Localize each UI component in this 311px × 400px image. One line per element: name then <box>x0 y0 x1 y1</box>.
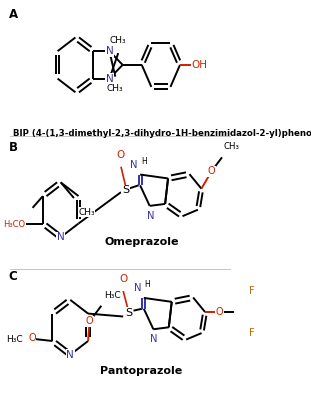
Text: B: B <box>8 141 17 154</box>
Text: OH: OH <box>192 60 208 70</box>
Text: N: N <box>130 160 138 170</box>
Text: N: N <box>134 283 142 293</box>
Text: N: N <box>147 211 154 221</box>
Text: N: N <box>57 232 65 242</box>
Text: H: H <box>145 280 150 289</box>
Text: S: S <box>126 308 133 318</box>
Text: N: N <box>66 350 74 360</box>
Text: F: F <box>249 286 255 296</box>
Text: H₃C: H₃C <box>6 219 22 228</box>
Text: F: F <box>249 328 255 338</box>
Text: S: S <box>122 185 129 195</box>
Text: N: N <box>105 46 113 56</box>
Text: H₃C: H₃C <box>104 291 121 300</box>
Text: CH₃: CH₃ <box>78 208 95 217</box>
Text: N: N <box>150 334 158 344</box>
Text: Pantoprazole: Pantoprazole <box>100 366 183 376</box>
Text: O: O <box>117 150 125 160</box>
Text: H₃CO: H₃CO <box>3 220 25 228</box>
Text: CH₃: CH₃ <box>107 84 123 94</box>
Text: A: A <box>8 8 18 21</box>
Text: O: O <box>208 166 216 176</box>
Text: Omeprazole: Omeprazole <box>104 237 179 247</box>
Text: BIP (4-(1,3-dimethyl-2,3-dihydro-1H-benzimidazol-2-yl)phenol): BIP (4-(1,3-dimethyl-2,3-dihydro-1H-benz… <box>13 128 311 138</box>
Text: C: C <box>8 270 17 284</box>
Text: H₃C: H₃C <box>7 334 23 344</box>
Text: O: O <box>28 333 36 343</box>
Text: CH₃: CH₃ <box>224 142 239 152</box>
Text: H: H <box>141 157 146 166</box>
Text: O: O <box>86 316 93 326</box>
Text: N: N <box>105 74 113 84</box>
Text: CH₃: CH₃ <box>110 36 127 45</box>
Text: O: O <box>216 307 224 317</box>
Text: O: O <box>119 274 127 284</box>
